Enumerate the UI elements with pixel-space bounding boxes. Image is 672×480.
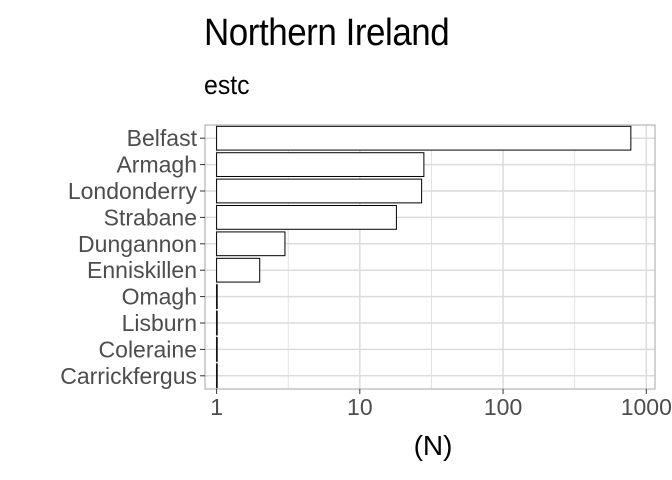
y-tick-label: Dungannon <box>78 231 197 257</box>
y-tick-label: Belfast <box>127 125 198 151</box>
bar-coleraine <box>216 337 218 362</box>
bar-dungannon <box>216 231 286 257</box>
y-tick-label: Lisburn <box>122 310 197 336</box>
x-tick-label: 1 <box>210 394 223 420</box>
y-tick-label: Coleraine <box>99 336 197 362</box>
y-tick-label: Carrickfergus <box>60 363 197 389</box>
x-tick-label: 100 <box>484 394 522 420</box>
chart-subtitle: estc <box>204 70 250 100</box>
y-tick-labels: BelfastArmaghLondonderryStrabaneDunganno… <box>60 125 205 389</box>
bar-enniskillen <box>216 257 261 283</box>
y-tick-label: Armagh <box>116 152 197 178</box>
y-tick-label: Londonderry <box>68 178 198 204</box>
x-tick-label: 1000 <box>621 394 672 420</box>
y-tick-label: Enniskillen <box>87 257 197 283</box>
y-tick-label: Omagh <box>122 284 197 310</box>
x-axis-title: (N) <box>414 430 453 461</box>
bar-strabane <box>216 205 397 230</box>
panel-border <box>204 124 656 390</box>
chart-title: Northern Ireland <box>204 12 450 54</box>
bar-belfast <box>216 125 632 151</box>
x-tick-label: 10 <box>347 394 373 420</box>
bar-carrickfergus <box>216 363 218 389</box>
x-tick-labels: 1 10 100 1000 <box>210 389 672 420</box>
bar-londonderry <box>216 178 423 204</box>
bar-lisburn <box>216 310 218 336</box>
bar-omagh <box>216 284 218 309</box>
y-tick-label: Strabane <box>104 204 197 230</box>
bar-armagh <box>216 152 425 177</box>
bars <box>216 125 632 389</box>
